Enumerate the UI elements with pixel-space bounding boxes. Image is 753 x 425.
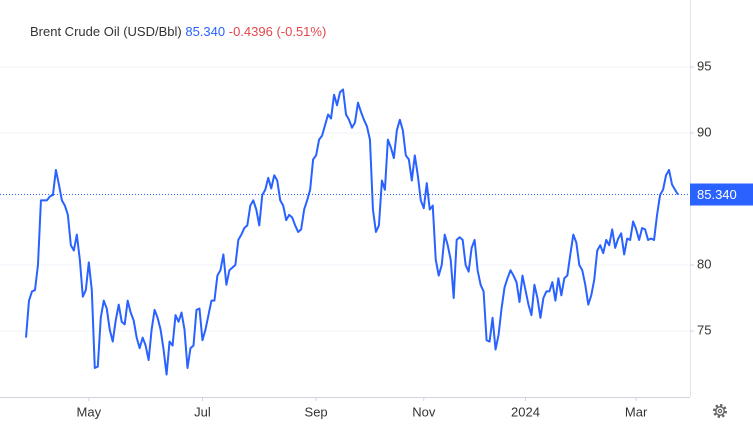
gear-hub xyxy=(717,408,723,414)
y-tick-label: 75 xyxy=(697,322,711,337)
price: 85.340 xyxy=(185,24,225,39)
settings-button[interactable] xyxy=(713,404,727,418)
change: -0.4396 xyxy=(229,24,273,39)
x-tick-label: 2024 xyxy=(511,404,540,419)
y-tick-label: 90 xyxy=(697,124,711,139)
last-price-label: 85.340 xyxy=(697,187,737,202)
chart-title: Brent Crude Oil (USD/Bbl) xyxy=(30,24,182,39)
y-tick-label: 95 xyxy=(697,58,711,73)
gear-body xyxy=(715,406,725,416)
last-price-tag xyxy=(690,183,753,206)
x-tick-label: Mar xyxy=(625,404,648,419)
grid xyxy=(0,66,690,332)
x-tick-label: Sep xyxy=(305,404,328,419)
header: Brent Crude Oil (USD/Bbl) 85.340 -0.4396… xyxy=(30,24,326,39)
plot xyxy=(0,88,690,376)
x-tick-label: May xyxy=(77,404,102,419)
gear-teeth xyxy=(713,404,727,418)
price-line xyxy=(25,88,679,376)
x-tick-label: Jul xyxy=(194,404,211,419)
change-percent: (-0.51%) xyxy=(276,24,326,39)
x-tick-label: Nov xyxy=(412,404,436,419)
y-tick-label: 80 xyxy=(697,256,711,271)
